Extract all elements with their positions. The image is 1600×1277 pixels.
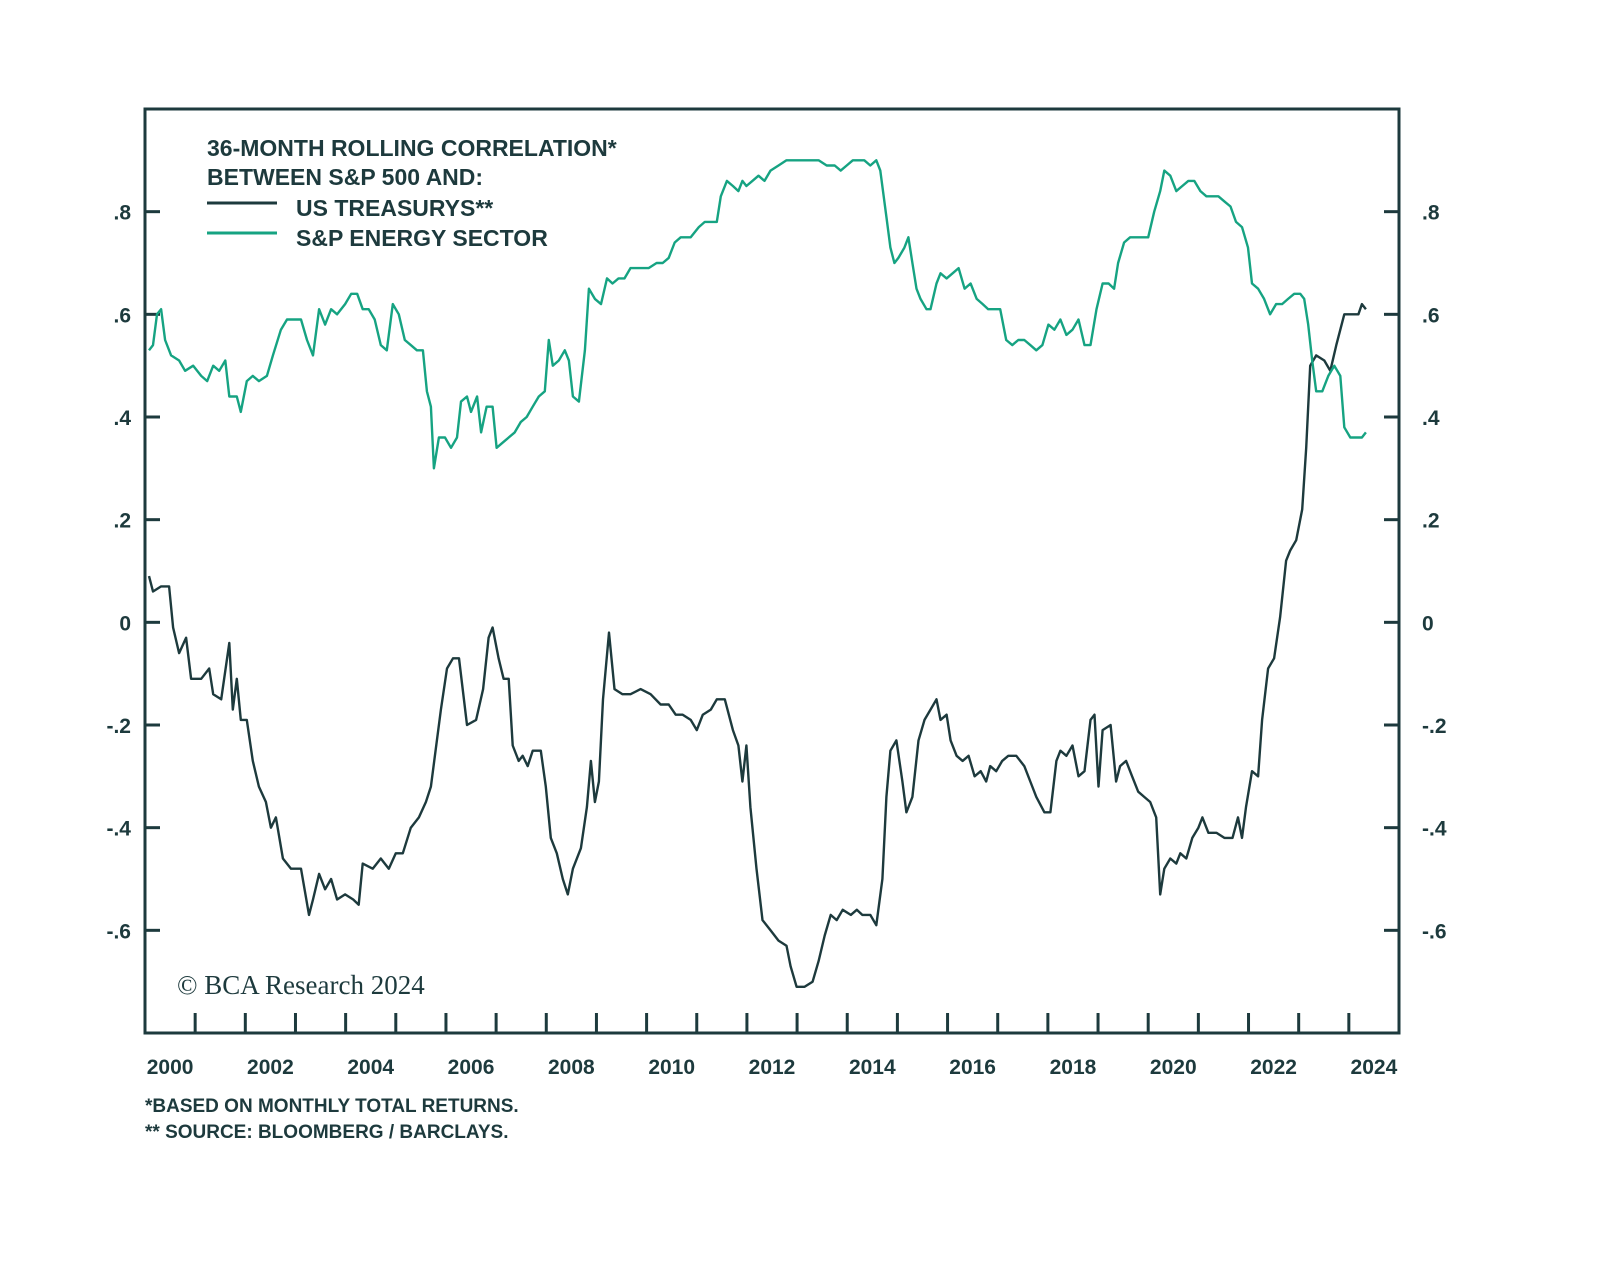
x-tick-label: 2022 [1250,1056,1297,1079]
y-tick-label-right: -.6 [1422,920,1447,943]
x-tick-label: 2000 [147,1056,194,1079]
x-tick-label: 2004 [347,1056,394,1079]
y-tick-label-right: .2 [1422,510,1440,533]
x-tick-label: 2012 [749,1056,796,1079]
y-tick-label-right: .8 [1422,202,1440,225]
y-tick-label-left: -.2 [106,715,131,738]
y-tick-label-right: .6 [1422,304,1440,327]
y-tick-label-left: .8 [113,202,131,225]
series-line-energy-sector [148,159,1367,470]
y-tick-label-left: .6 [113,304,131,327]
footnote-1: *BASED ON MONTHLY TOTAL RETURNS. [145,1096,519,1117]
y-tick-label-left: 0 [119,612,131,635]
y-tick-label-left: .4 [113,407,131,430]
series-line-us-treasurys [147,302,1367,988]
x-tick-label: 2024 [1351,1056,1398,1079]
y-tick-label-right: -.4 [1422,818,1447,841]
x-tick-label: 2010 [648,1056,695,1079]
footnote-2: ** SOURCE: BLOOMBERG / BARCLAYS. [145,1122,509,1143]
y-tick-label-right: -.2 [1422,715,1447,738]
chart-title-line-1: 36-MONTH ROLLING CORRELATION* [207,135,617,161]
y-tick-label-left: -.4 [106,818,131,841]
y-tick-label-right: .4 [1422,407,1440,430]
y-tick-label-left: -.6 [106,920,131,943]
x-tick-label: 2020 [1150,1056,1197,1079]
x-tick-label: 2006 [448,1056,495,1079]
y-tick-label-right: 0 [1422,612,1434,635]
x-tick-label: 2014 [849,1056,896,1079]
y-tick-label-left: .2 [113,510,131,533]
x-tick-label: 2018 [1050,1056,1097,1079]
x-tick-label: 2002 [247,1056,294,1079]
copyright-watermark: © BCA Research 2024 [177,970,425,1000]
x-tick-label: 2016 [949,1056,996,1079]
plot-frame [143,107,1401,1035]
legend-label-treasurys: US TREASURYS** [296,195,493,221]
legend-label-energy: S&P ENERGY SECTOR [296,225,548,251]
chart-title-line-2: BETWEEN S&P 500 AND: [207,164,483,190]
x-tick-label: 2008 [548,1056,595,1079]
